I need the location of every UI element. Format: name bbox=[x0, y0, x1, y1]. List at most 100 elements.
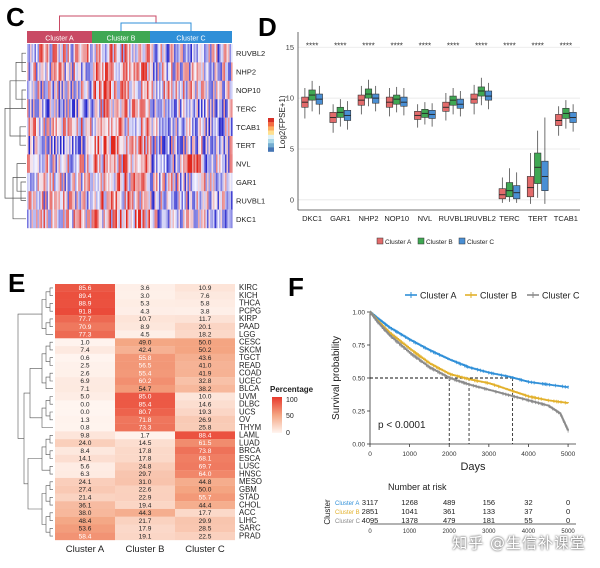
heat-cell bbox=[124, 172, 127, 192]
heat-cell bbox=[148, 172, 151, 192]
heat-cell bbox=[208, 44, 211, 63]
heatmap-cell bbox=[175, 384, 235, 393]
heat-cell bbox=[111, 99, 113, 118]
heat-cell bbox=[120, 209, 122, 229]
heat-cell bbox=[226, 191, 229, 210]
heat-cell bbox=[132, 172, 134, 192]
heat-cell bbox=[69, 191, 71, 210]
heat-cell bbox=[138, 62, 140, 81]
heat-cell bbox=[171, 172, 173, 192]
dendro-link bbox=[49, 318, 53, 327]
heat-cell bbox=[157, 117, 160, 137]
heat-cell bbox=[60, 80, 62, 100]
heat-cell bbox=[123, 80, 125, 100]
heat-cell bbox=[126, 191, 128, 210]
heat-cell bbox=[76, 209, 79, 229]
heat-cell bbox=[43, 191, 46, 210]
heat-cell bbox=[175, 99, 178, 118]
panel-e-row-dendrogram bbox=[17, 287, 53, 537]
heat-cell bbox=[45, 209, 47, 229]
heat-cell bbox=[178, 136, 181, 155]
heat-cell bbox=[187, 209, 190, 229]
heat-cell bbox=[69, 209, 71, 229]
heat-cell bbox=[60, 136, 62, 155]
heat-cell bbox=[48, 44, 50, 63]
panel-f-risk-table: Number at risk Cluster Cluster A 3117 1268… bbox=[323, 482, 576, 535]
heat-cell bbox=[105, 154, 107, 173]
heat-cell bbox=[72, 191, 74, 210]
dendro-link bbox=[45, 345, 50, 362]
heat-cell bbox=[64, 44, 67, 63]
heat-cell bbox=[139, 136, 142, 155]
heat-cell bbox=[163, 44, 166, 63]
heat-cell bbox=[31, 172, 34, 192]
heat-cell bbox=[129, 172, 131, 192]
heatmap-cell-value: 3.6 bbox=[140, 285, 149, 292]
heat-cell bbox=[54, 172, 56, 192]
heatmap-column-label: Cluster B bbox=[125, 544, 164, 555]
heat-cell bbox=[186, 44, 188, 63]
heatmap-cell bbox=[175, 446, 235, 455]
legend-label: Cluster C bbox=[542, 291, 580, 301]
heatmap-cell bbox=[175, 400, 235, 409]
dendro-link bbox=[41, 299, 46, 329]
heat-cell bbox=[144, 80, 146, 100]
heat-cell bbox=[192, 172, 194, 192]
heat-cell bbox=[199, 136, 202, 155]
heat-cell bbox=[187, 44, 190, 63]
heat-cell bbox=[144, 62, 146, 81]
heat-cell bbox=[177, 62, 179, 81]
heat-cell bbox=[87, 80, 89, 100]
y-tick-label: 0 bbox=[290, 195, 294, 204]
heatmap-cell-value: 3.8 bbox=[200, 308, 209, 315]
heat-cell bbox=[91, 44, 94, 63]
heat-cell bbox=[99, 209, 101, 229]
panel-c-heatmap bbox=[27, 44, 233, 229]
significance-stars: **** bbox=[334, 41, 346, 50]
heat-cell bbox=[87, 209, 89, 229]
panel-d-letter: D bbox=[258, 12, 277, 42]
heat-cell bbox=[190, 62, 193, 81]
heatmap-cell bbox=[175, 299, 235, 308]
heatmap-cell bbox=[55, 322, 115, 331]
heat-cell bbox=[163, 99, 166, 118]
heat-cell bbox=[205, 99, 208, 118]
heat-cell bbox=[129, 117, 131, 137]
heat-cell bbox=[201, 44, 203, 63]
heat-cell bbox=[121, 209, 124, 229]
heat-cell bbox=[130, 209, 133, 229]
heatmap-cell bbox=[115, 400, 175, 409]
heat-cell bbox=[87, 44, 89, 63]
heat-cell bbox=[117, 136, 119, 155]
heat-cell bbox=[123, 154, 125, 173]
heat-cell bbox=[109, 136, 112, 155]
heat-cell bbox=[168, 117, 170, 137]
heat-cell bbox=[114, 99, 116, 118]
heat-cell bbox=[126, 209, 128, 229]
heat-cell bbox=[103, 99, 106, 118]
heat-cell bbox=[195, 44, 197, 63]
heat-cell bbox=[90, 136, 92, 155]
risk-count: 3117 bbox=[362, 498, 378, 507]
heat-cell bbox=[84, 44, 86, 63]
heat-cell bbox=[229, 154, 232, 173]
heat-cell bbox=[132, 191, 134, 210]
heat-cell bbox=[115, 209, 118, 229]
heat-cell bbox=[69, 172, 71, 192]
heat-cell bbox=[31, 136, 34, 155]
x-tick-label: NHP2 bbox=[358, 214, 378, 223]
heat-cell bbox=[118, 44, 121, 63]
heat-cell bbox=[169, 154, 172, 173]
heat-cell bbox=[78, 99, 80, 118]
heat-cell bbox=[112, 191, 115, 210]
dendro-link bbox=[41, 353, 46, 384]
legend-label: Cluster B bbox=[426, 239, 453, 246]
heat-cell bbox=[63, 172, 65, 192]
heatmap-cell-value: 19.1 bbox=[139, 533, 152, 540]
heat-cell bbox=[166, 44, 169, 63]
heat-cell bbox=[189, 172, 191, 192]
heat-cell bbox=[145, 44, 148, 63]
heat-cell bbox=[139, 99, 142, 118]
colorkey-cell bbox=[268, 134, 274, 140]
heat-cell bbox=[78, 209, 80, 229]
